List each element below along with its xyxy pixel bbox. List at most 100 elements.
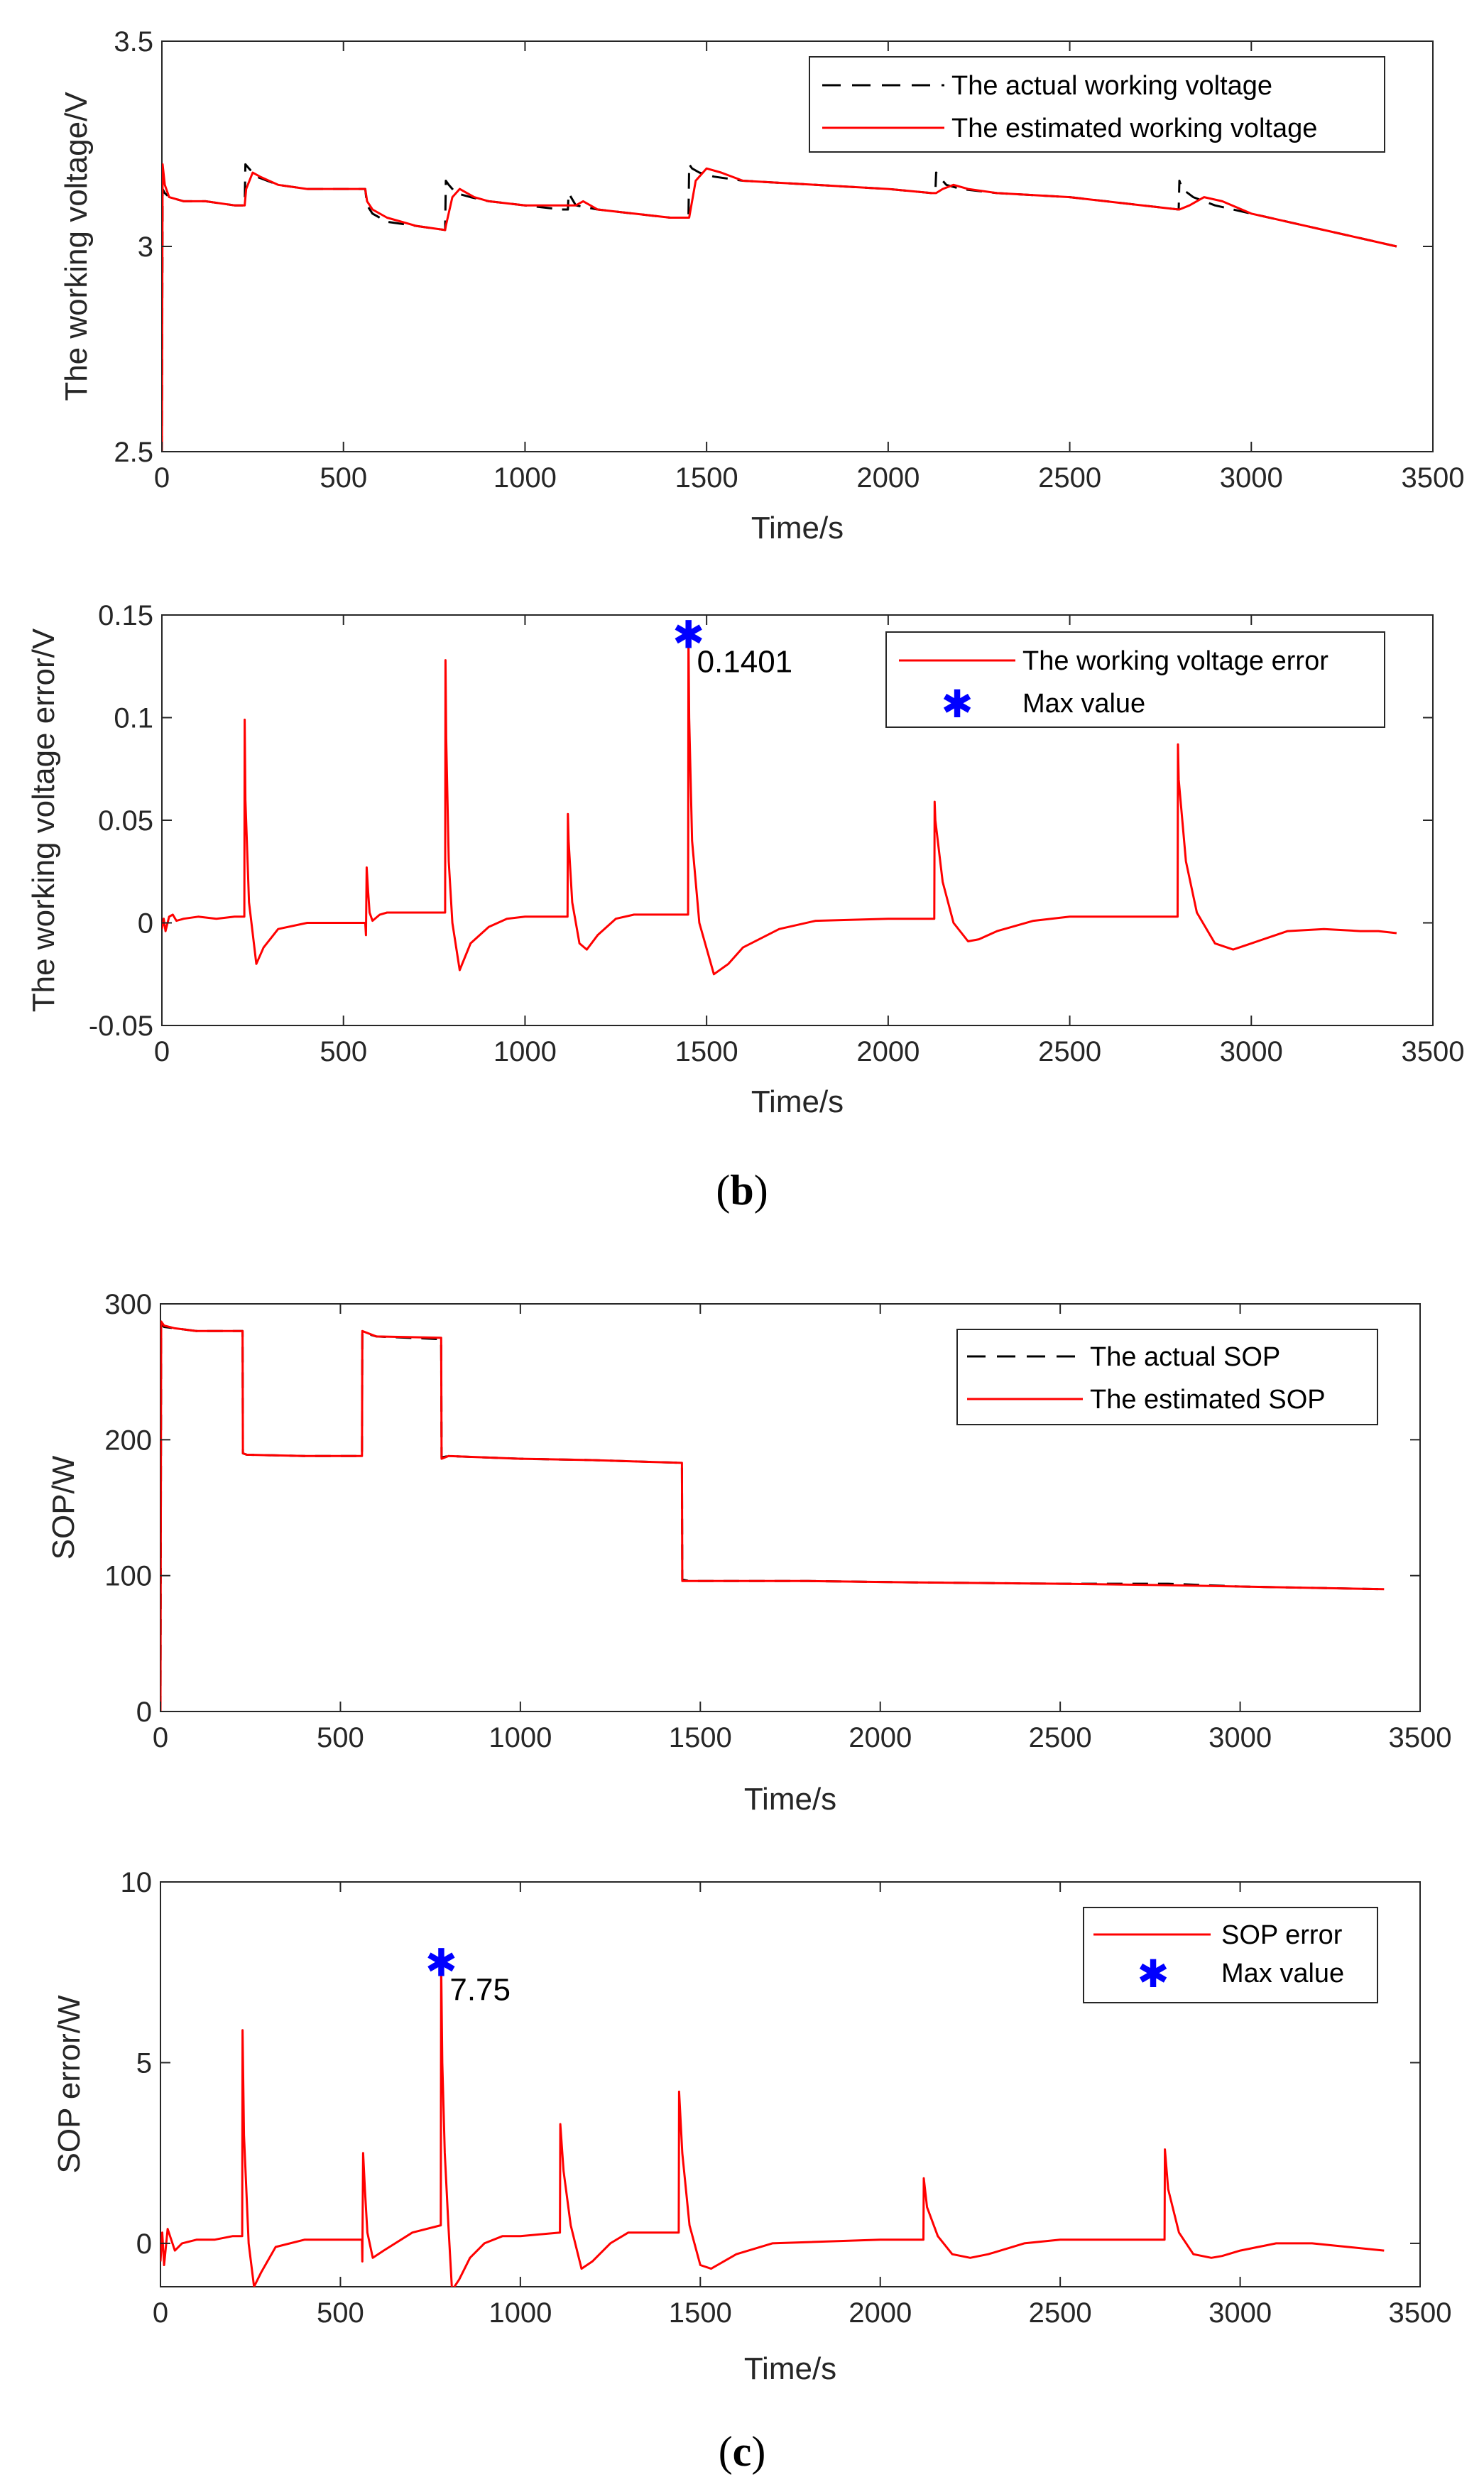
x-tick-label: 2000 [849, 2297, 912, 2329]
x-tick-label: 0 [153, 1722, 168, 1753]
max-value-label: 7.75 [449, 1973, 511, 2008]
y-tick-label: 100 [104, 1561, 152, 1592]
caption-b-letter: b [730, 1167, 753, 1214]
y-axis-label: The working voltage error/V [26, 628, 61, 1012]
x-axis-label: Time/s [751, 1084, 844, 1119]
max-value-marker: ✱ [425, 1941, 457, 1986]
ticks-layer: 0 500 1000 1500 2000 2500 3000 3500 0 5 10 [121, 1867, 1452, 2329]
series-line-estimated [160, 1962, 1385, 2287]
caption-b: (b) [716, 1167, 768, 1214]
x-axis-label: Time/s [751, 511, 844, 545]
x-tick-label: 2500 [1038, 462, 1101, 494]
x-tick-label: 500 [317, 2297, 364, 2329]
x-tick-label: 1000 [489, 2297, 552, 2329]
legend: SOP error ✱ Max value [1083, 1907, 1378, 2003]
y-axis-label: SOP error/W [52, 1995, 87, 2173]
y-axis-label: SOP/W [46, 1455, 81, 1560]
max-value-marker: ✱ [672, 613, 704, 658]
sop-chart: 0 500 1000 1500 2000 2500 3000 3500 0 100 200 300 T… [46, 1289, 1451, 1817]
legend-label-estimated: The estimated working voltage [951, 114, 1317, 143]
y-tick-label: 3 [138, 232, 153, 263]
x-axis-label: Time/s [744, 2351, 836, 2386]
max-value-label: 0.1401 [697, 645, 793, 680]
x-tick-label: 2000 [849, 1722, 912, 1753]
legend-label-max: Max value [1221, 1959, 1344, 1988]
y-tick-label: 0.15 [98, 600, 153, 631]
plot-area [160, 1320, 1385, 1711]
legend-label-max: Max value [1022, 689, 1145, 719]
caption-c: (c) [719, 2428, 766, 2475]
legend: The working voltage error ✱ Max value [885, 631, 1385, 728]
x-tick-label: 3000 [1220, 462, 1283, 494]
series-line-estimated [162, 634, 1397, 976]
x-tick-label: 3500 [1389, 1722, 1452, 1753]
voltage-chart: 0 500 1000 1500 2000 2500 3000 3500 2.5 3 3.5 Time… [59, 26, 1464, 545]
x-tick-label: 500 [320, 462, 367, 494]
legend-label-estimated: The estimated SOP [1090, 1385, 1326, 1415]
x-tick-label: 1000 [489, 1722, 552, 1753]
x-axis-label: Time/s [744, 1782, 836, 1817]
y-tick-label: 0 [136, 2228, 152, 2260]
y-tick-label: 10 [121, 1867, 153, 1898]
ticks-layer: 0 500 1000 1500 2000 2500 3000 3500 0 100 200 300 [104, 1289, 1451, 1753]
x-tick-label: 2500 [1029, 1722, 1092, 1753]
y-tick-label: 0 [138, 908, 153, 940]
x-tick-label: 1000 [493, 462, 557, 494]
legend-swatch-max: ✱ [1137, 1952, 1169, 1996]
series-line-estimated [160, 1320, 1385, 1711]
y-tick-label: 200 [104, 1425, 152, 1456]
x-tick-label: 2000 [856, 1036, 920, 1067]
y-tick-label: 0.05 [98, 805, 153, 837]
x-tick-label: 1500 [669, 1722, 732, 1753]
x-tick-label: 500 [317, 1722, 364, 1753]
legend-label-actual: The actual working voltage [951, 71, 1272, 101]
x-tick-label: 1500 [675, 462, 738, 494]
caption-c-letter: c [733, 2428, 752, 2475]
y-tick-label: 3.5 [114, 26, 153, 58]
plot-area [162, 634, 1397, 976]
voltage-error-chart: ✱0.1401 0 500 1000 1500 2000 2500 3000 3500-0.0… [26, 600, 1464, 1119]
x-tick-label: 500 [320, 1036, 367, 1067]
legend: The actual working voltage The estimated… [809, 56, 1385, 153]
x-tick-label: 2500 [1029, 2297, 1092, 2329]
x-tick-label: 3000 [1220, 1036, 1283, 1067]
legend-box [956, 1329, 1378, 1425]
legend-label-actual: The actual SOP [1090, 1342, 1280, 1372]
y-tick-label: 300 [104, 1289, 152, 1320]
legend: The actual SOP The estimated SOP [956, 1329, 1378, 1425]
x-tick-label: 0 [154, 1036, 170, 1067]
ticks-layer: 0 500 1000 1500 2000 2500 3000 3500 2.5 3 3.5 [114, 26, 1464, 494]
x-tick-label: 0 [153, 2297, 168, 2329]
legend-swatch-max: ✱ [941, 682, 973, 726]
legend-box [809, 56, 1385, 153]
x-tick-label: 1000 [493, 1036, 557, 1067]
y-tick-label: 0 [136, 1697, 152, 1728]
legend-box [1083, 1907, 1378, 2003]
series-line-estimated [162, 163, 1397, 452]
series-layer [162, 163, 1397, 452]
y-axis-label: The working voltage/V [59, 92, 94, 401]
plot-area [162, 163, 1397, 452]
x-tick-label: 1500 [669, 2297, 732, 2329]
legend-box [885, 631, 1385, 728]
series-layer: ✱7.75 [160, 1941, 1385, 2287]
x-tick-label: 3500 [1402, 462, 1465, 494]
x-tick-label: 2500 [1038, 1036, 1101, 1067]
x-tick-label: 2000 [856, 462, 920, 494]
series-layer [160, 1320, 1385, 1711]
y-tick-label: 0.1 [114, 703, 153, 734]
x-tick-label: 3500 [1389, 2297, 1452, 2329]
legend-label-error: The working voltage error [1022, 646, 1328, 676]
legend-label-error: SOP error [1221, 1920, 1343, 1950]
x-tick-label: 3000 [1209, 2297, 1272, 2329]
plot-area [160, 1962, 1385, 2287]
y-tick-label: 5 [136, 2047, 152, 2079]
x-tick-label: 3500 [1402, 1036, 1465, 1067]
ticks-layer: 0 500 1000 1500 2000 2500 3000 3500-0.0500.050.… [89, 600, 1465, 1067]
series-layer: ✱0.1401 [162, 613, 1397, 976]
y-tick-label: -0.05 [89, 1011, 153, 1042]
x-tick-label: 1500 [675, 1036, 738, 1067]
x-tick-label: 0 [154, 462, 170, 494]
